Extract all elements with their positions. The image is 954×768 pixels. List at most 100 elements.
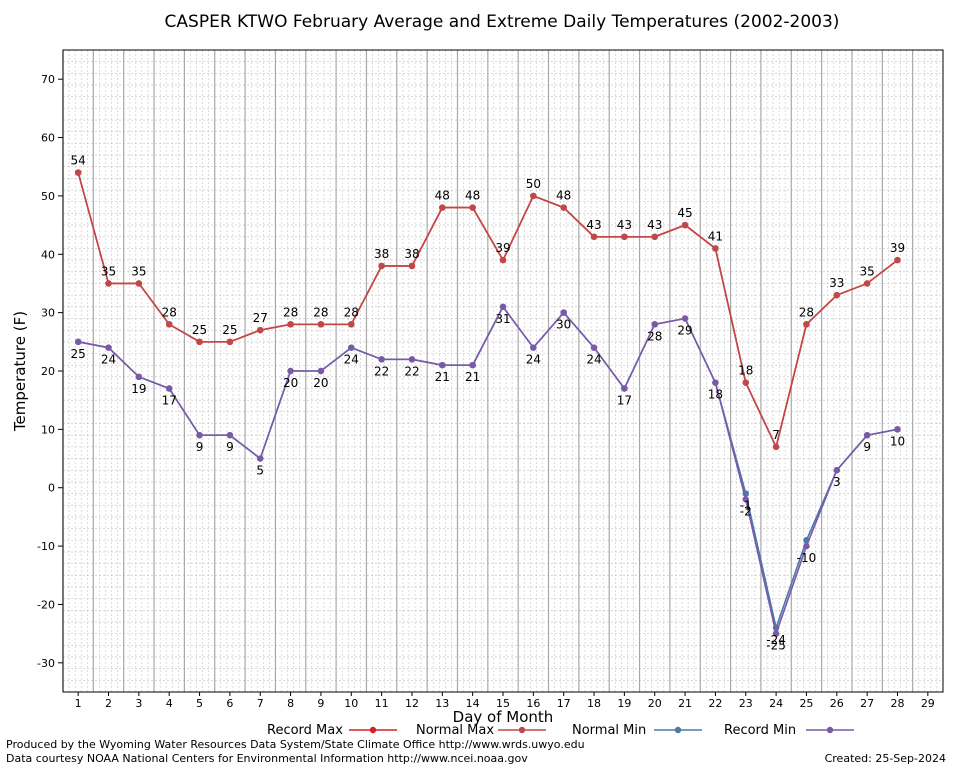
max-data-label: 38 [374,247,389,261]
data-point [530,192,537,200]
data-point [803,542,810,550]
data-point [499,256,507,264]
min-data-label: 19 [131,382,146,396]
data-point [317,321,325,328]
max-data-label: 35 [859,264,874,278]
legend-marker [826,726,834,734]
data-point [287,321,294,328]
x-tick-label: 15 [496,697,510,710]
data-point [257,326,264,334]
data-point [651,233,658,240]
max-data-label: 28 [283,305,298,319]
data-point [439,204,446,211]
producer-credit: Produced by the Wyoming Water Resources … [6,738,585,751]
legend-marker [518,726,526,734]
data-point [348,321,355,328]
data-point [560,309,567,316]
data-point [287,367,294,375]
legend-label: Record Max [267,723,343,738]
max-data-label: 33 [829,276,844,290]
max-data-label: 50 [526,177,541,191]
data-point [317,367,325,375]
x-tick-label: 2 [105,697,112,710]
x-tick-label: 26 [830,697,844,710]
chart-title: CASPER KTWO February Average and Extreme… [165,12,840,32]
x-tick-label: 25 [799,697,813,710]
min-data-label: 24 [586,353,601,367]
x-tick-label: 22 [708,697,722,710]
min-data-label: 21 [465,370,480,384]
max-data-label: 28 [344,305,359,319]
data-point [712,379,719,386]
min-data-label: 17 [162,394,177,408]
max-data-label: 43 [586,218,601,232]
data-point [378,356,385,363]
data-point [833,291,840,299]
min-data-label: 21 [435,370,450,384]
x-tick-label: 21 [678,697,692,710]
min-data-label: 24 [101,353,116,367]
max-data-label: 35 [131,264,146,278]
y-tick-label: 10 [41,423,55,436]
x-tick-label: 24 [769,697,783,710]
x-tick-label: 12 [405,697,419,710]
data-point [894,256,901,264]
x-tick-label: 10 [344,697,358,710]
min-data-label: 24 [526,353,541,367]
series-record-min [74,303,901,637]
min-data-label: 9 [863,440,871,454]
data-point [469,361,476,369]
x-tick-label: 20 [648,697,662,710]
legend-marker [369,726,377,734]
legend-label: Normal Min [572,723,646,738]
max-data-label: 18 [738,364,753,378]
min-data-label: -10 [797,551,817,565]
max-data-label: 25 [222,323,237,337]
data-point [196,338,203,346]
data-point [742,496,749,503]
min-data-label: -25 [766,639,786,653]
min-data-label: 5 [256,464,264,478]
data-point [590,344,598,351]
y-tick-label: 50 [41,190,55,203]
x-tick-label: 16 [526,697,540,710]
x-tick-label: 9 [317,697,324,710]
max-data-label: 48 [556,189,571,203]
min-data-label: 9 [226,440,234,454]
min-data-label: 29 [677,323,692,337]
min-data-label: 28 [647,329,662,343]
y-tick-label: 40 [41,248,55,261]
y-tick-label: 0 [48,482,55,495]
data-point [742,379,749,386]
max-data-label: 43 [617,218,632,232]
data-point [408,262,416,270]
data-point [651,321,658,328]
y-tick-label: -10 [37,540,55,553]
max-data-label: 48 [465,189,480,203]
x-tick-label: 6 [226,697,233,710]
min-data-label: 25 [71,347,86,361]
min-data-label: 24 [344,353,359,367]
max-data-label: 54 [71,154,86,168]
max-data-label: 43 [647,218,662,232]
data-point [894,426,901,433]
max-data-label: 39 [890,241,905,255]
data-point [348,344,355,351]
max-data-label: 41 [708,229,723,243]
y-tick-label: 30 [41,307,55,320]
y-tick-label: 70 [41,73,55,86]
x-tick-label: 11 [375,697,389,710]
data-point [863,280,871,287]
max-data-label: 35 [101,264,116,278]
x-tick-label: 5 [196,697,203,710]
x-tick-label: 13 [435,697,449,710]
series-normal-max [74,169,901,451]
max-data-label: 28 [313,305,328,319]
x-tick-label: 7 [257,697,264,710]
min-data-label: 30 [556,318,571,332]
x-tick-label: 14 [466,697,480,710]
max-data-label: 28 [162,305,177,319]
max-data-label: 28 [799,305,814,319]
data-point [74,169,82,176]
